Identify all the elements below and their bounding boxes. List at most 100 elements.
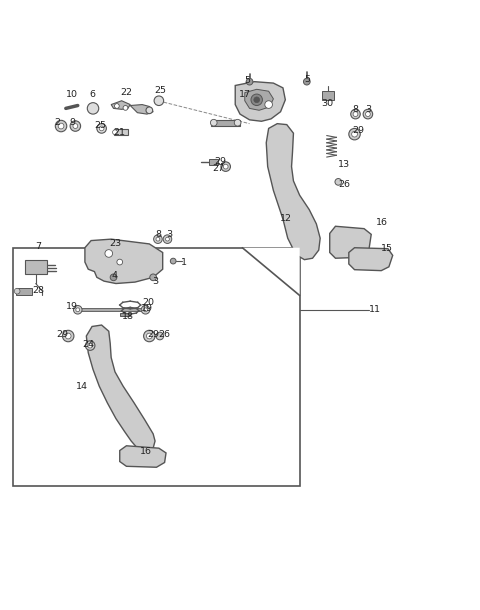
Circle shape <box>154 235 162 243</box>
Circle shape <box>141 306 150 314</box>
Text: 3: 3 <box>152 277 158 285</box>
Text: 29: 29 <box>147 330 159 339</box>
Circle shape <box>87 102 99 114</box>
Bar <box>120 313 130 317</box>
Text: 3: 3 <box>365 105 371 114</box>
Polygon shape <box>85 239 163 284</box>
Polygon shape <box>130 104 153 114</box>
Bar <box>80 308 144 311</box>
Circle shape <box>88 343 93 348</box>
Circle shape <box>265 101 273 109</box>
Polygon shape <box>245 89 274 110</box>
Circle shape <box>113 130 117 135</box>
Text: 8: 8 <box>156 230 162 239</box>
Circle shape <box>154 96 164 106</box>
Circle shape <box>363 109 372 119</box>
Circle shape <box>146 333 152 339</box>
Bar <box>322 92 334 100</box>
Circle shape <box>352 131 358 137</box>
Polygon shape <box>235 82 285 121</box>
Text: 1: 1 <box>180 257 187 267</box>
Bar <box>25 260 47 274</box>
Bar <box>114 129 128 135</box>
Circle shape <box>335 179 342 185</box>
Circle shape <box>150 274 156 281</box>
Text: 6: 6 <box>89 90 95 99</box>
Circle shape <box>156 332 164 340</box>
Circle shape <box>353 112 358 117</box>
Circle shape <box>303 78 310 85</box>
Circle shape <box>156 237 160 241</box>
Circle shape <box>365 112 370 117</box>
Text: 25: 25 <box>154 86 166 95</box>
Circle shape <box>105 249 113 257</box>
Circle shape <box>73 124 78 129</box>
Text: 27: 27 <box>213 165 225 173</box>
Circle shape <box>251 94 263 106</box>
Circle shape <box>65 333 71 339</box>
Circle shape <box>163 235 172 243</box>
Text: 23: 23 <box>109 239 121 248</box>
Circle shape <box>115 104 119 109</box>
Circle shape <box>123 106 128 110</box>
Text: 19: 19 <box>66 303 78 312</box>
Circle shape <box>210 120 217 126</box>
Text: 13: 13 <box>338 160 350 169</box>
Polygon shape <box>266 124 320 260</box>
Polygon shape <box>86 325 155 451</box>
Text: 8: 8 <box>352 105 359 114</box>
Circle shape <box>76 308 80 312</box>
Text: 24: 24 <box>82 340 94 349</box>
Polygon shape <box>330 226 371 258</box>
Polygon shape <box>242 248 300 295</box>
Circle shape <box>58 123 64 129</box>
Circle shape <box>351 109 360 119</box>
Text: 17: 17 <box>239 90 251 99</box>
Polygon shape <box>111 101 130 109</box>
Circle shape <box>85 341 95 350</box>
Text: 21: 21 <box>114 127 126 137</box>
Text: 5: 5 <box>304 75 310 84</box>
Circle shape <box>144 308 147 312</box>
Text: 30: 30 <box>321 99 333 108</box>
Text: 5: 5 <box>245 76 251 85</box>
Text: 16: 16 <box>140 448 152 456</box>
Circle shape <box>146 107 153 113</box>
Polygon shape <box>349 248 393 271</box>
Text: 11: 11 <box>369 305 381 314</box>
Bar <box>209 159 217 165</box>
Circle shape <box>73 306 82 314</box>
Circle shape <box>70 121 81 131</box>
Polygon shape <box>120 446 166 467</box>
Text: 10: 10 <box>66 90 78 99</box>
Text: 29: 29 <box>352 126 364 135</box>
Text: 26: 26 <box>338 180 350 189</box>
Text: 26: 26 <box>158 330 170 339</box>
Circle shape <box>234 120 241 126</box>
Text: 16: 16 <box>376 218 388 228</box>
Circle shape <box>223 164 228 169</box>
Circle shape <box>110 274 117 281</box>
Text: 20: 20 <box>143 298 155 307</box>
Text: 7: 7 <box>36 242 42 251</box>
Circle shape <box>349 129 360 140</box>
Circle shape <box>99 126 104 131</box>
Text: 28: 28 <box>33 286 45 295</box>
Circle shape <box>117 259 122 265</box>
Text: 14: 14 <box>75 382 87 390</box>
Text: 15: 15 <box>381 244 393 253</box>
Bar <box>16 289 33 295</box>
Text: 25: 25 <box>95 121 107 129</box>
Text: 9: 9 <box>69 118 75 127</box>
Circle shape <box>254 97 260 102</box>
Circle shape <box>166 237 169 241</box>
Bar <box>13 248 300 486</box>
Text: 18: 18 <box>122 312 134 321</box>
Text: 29: 29 <box>214 157 226 167</box>
Circle shape <box>14 289 20 294</box>
Text: 12: 12 <box>280 214 292 223</box>
Circle shape <box>221 162 230 171</box>
Text: 2: 2 <box>55 118 60 127</box>
Bar <box>211 120 240 126</box>
Text: 4: 4 <box>112 271 118 280</box>
